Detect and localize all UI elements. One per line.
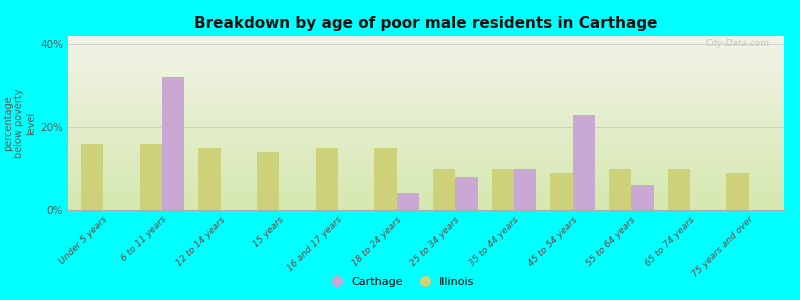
Bar [631, 185, 654, 210]
Bar [573, 115, 595, 210]
Bar [162, 77, 184, 210]
Bar [726, 173, 749, 210]
Bar [514, 169, 536, 210]
Bar [492, 169, 514, 210]
Bar [257, 152, 279, 210]
Bar [668, 169, 690, 210]
Text: City-Data.com: City-Data.com [706, 40, 770, 49]
Y-axis label: percentage
below poverty
level: percentage below poverty level [2, 88, 36, 158]
Bar [81, 144, 103, 210]
Bar [397, 194, 419, 210]
Bar [455, 177, 478, 210]
Bar [550, 173, 573, 210]
Bar [609, 169, 631, 210]
Bar [374, 148, 397, 210]
Legend: Carthage, Illinois: Carthage, Illinois [321, 273, 479, 291]
Bar [433, 169, 455, 210]
Bar [316, 148, 338, 210]
Bar [198, 148, 221, 210]
Bar [140, 144, 162, 210]
Title: Breakdown by age of poor male residents in Carthage: Breakdown by age of poor male residents … [194, 16, 658, 31]
